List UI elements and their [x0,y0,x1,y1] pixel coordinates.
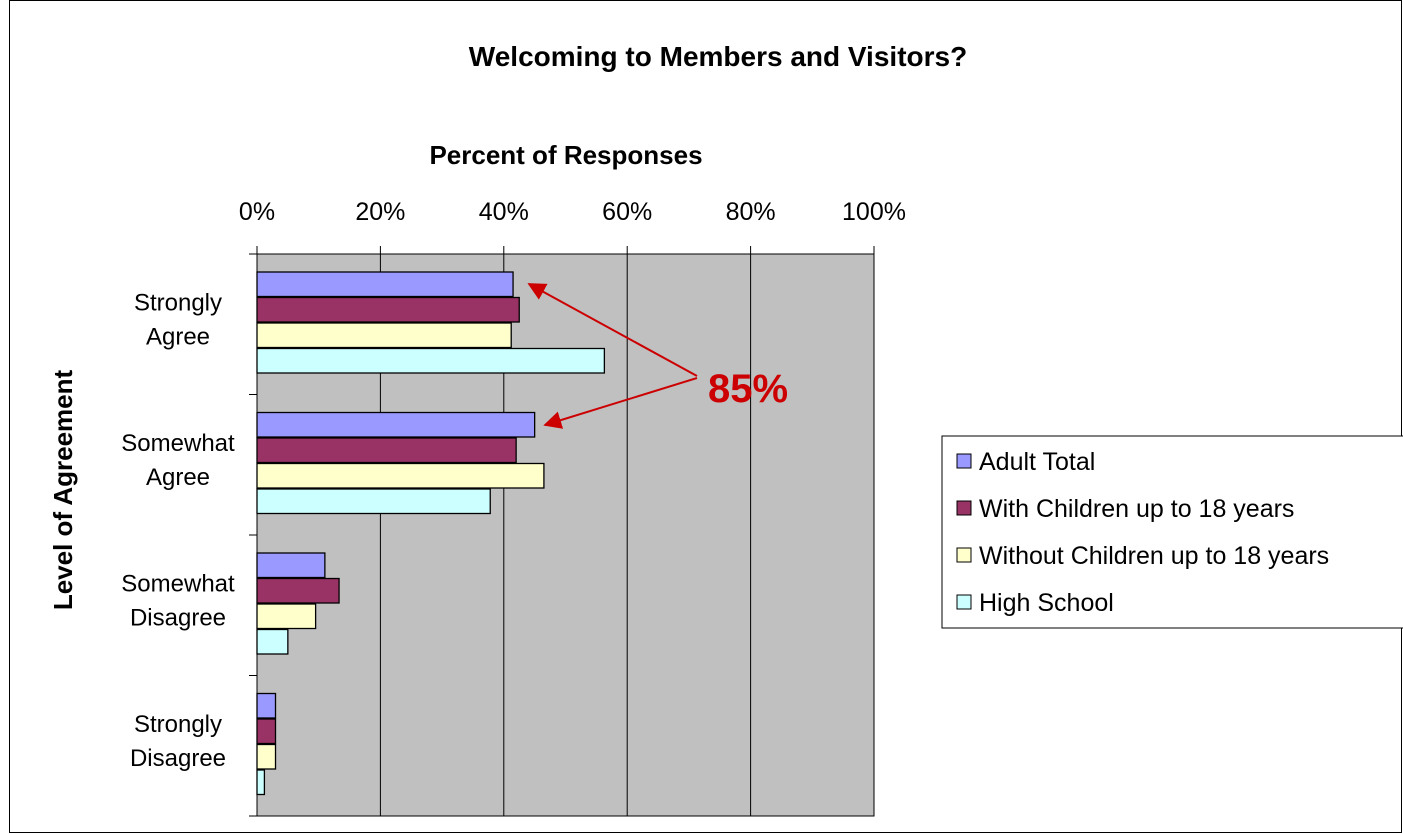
bar [256,769,266,796]
bar [256,271,514,298]
category-label: Agree [146,323,210,350]
category-label: Disagree [130,604,226,631]
x-tick-label: 0% [239,198,275,226]
category-label: Strongly [134,711,222,738]
category-label: Agree [146,464,210,491]
legend-swatch [956,547,972,563]
category-label: Somewhat [121,570,235,597]
bar [256,462,545,489]
chart-title: Welcoming to Members and Visitors? [469,41,967,72]
bar [256,488,491,515]
annotation-arrow-bottom [543,377,698,429]
bar [256,296,520,323]
x-tick-label: 60% [602,198,652,226]
bar [256,692,277,719]
x-axis-ticks: 0% 20% 40% 60% 80% 100% [239,198,906,254]
x-tick-label: 100% [842,198,906,226]
legend-box [941,435,1403,629]
x-tick-label: 20% [355,198,405,226]
x-tick-label: 40% [479,198,529,226]
bar [256,322,512,349]
legend-label: High School [979,589,1114,617]
bar [256,347,606,374]
y-axis-categories: Strongly Agree Somewhat Agree Somewhat Disagr… [121,253,257,817]
x-axis-title: Percent of Responses [429,140,702,170]
annotation-arrow-top [527,283,698,377]
category-label: Disagree [130,745,226,772]
legend-swatch [956,500,972,516]
legend: Adult Total With Children up to 18 years W… [956,448,1329,617]
bars [256,271,606,796]
x-tick-label: 80% [726,198,776,226]
bar [256,577,340,604]
bar [256,718,277,745]
annotation: 85% [527,283,788,429]
legend-swatch [956,453,972,469]
bar [256,628,289,655]
legend-label: With Children up to 18 years [979,495,1294,523]
bar [256,552,326,579]
y-axis-title: Level of Agreement [48,370,78,611]
legend-label: Without Children up to 18 years [979,542,1329,570]
bar [256,603,317,630]
bar [256,743,277,770]
legend-label: Adult Total [979,448,1095,476]
legend-swatch [956,594,972,610]
category-label: Somewhat [121,430,235,457]
category-label: Strongly [134,289,222,316]
annotation-label: 85% [708,367,788,411]
bar [256,411,536,438]
bar [256,437,517,464]
